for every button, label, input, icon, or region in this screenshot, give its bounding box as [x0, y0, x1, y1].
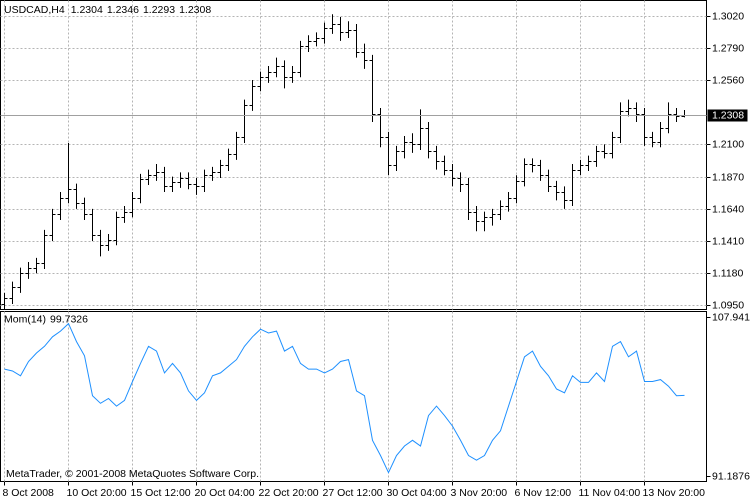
x-tick-label: 20 Oct 04:00	[195, 487, 255, 499]
x-tick-label: 22 Oct 20:00	[259, 487, 319, 499]
x-tick-label: 6 Nov 12:00	[515, 487, 572, 499]
y-tick-label: 1.2100	[712, 138, 744, 150]
title-high: 1.2346	[107, 4, 139, 16]
current-price-label: 1.2308	[712, 109, 744, 121]
x-tick-label: 30 Oct 04:00	[387, 487, 447, 499]
x-tick-label: 27 Oct 12:00	[323, 487, 383, 499]
x-tick-label: 10 Oct 20:00	[67, 487, 127, 499]
title-low: 1.2293	[143, 4, 175, 16]
y-tick-label: 91.1876	[712, 470, 750, 482]
x-tick-label: 15 Oct 12:00	[131, 487, 191, 499]
y-tick-label: 1.1410	[712, 235, 744, 247]
panel-frame	[0, 311, 707, 482]
indicator-name: Mom(14)	[4, 313, 46, 325]
current-price-box	[707, 109, 748, 122]
watermark: MetaTrader, © 2001-2008 MetaQuotes Softw…	[6, 468, 259, 480]
chart-title: USDCAD,H4 1.2304 1.2346 1.2293 1.2308	[4, 4, 211, 16]
y-tick-label: 1.2560	[712, 74, 744, 86]
indicator-title: Mom(14) 99.7326	[4, 313, 88, 325]
x-tick-label: 11 Nov 04:00	[579, 487, 641, 499]
x-tick-label: 13 Nov 20:00	[643, 487, 706, 499]
y-tick-label: 1.1640	[712, 203, 744, 215]
y-tick-label: 1.1180	[712, 267, 743, 279]
y-tick-label: 1.3020	[712, 10, 744, 22]
title-close: 1.2308	[179, 4, 211, 16]
y-tick-label: 1.2790	[712, 42, 744, 54]
title-symbol: USDCAD,H4	[4, 4, 65, 16]
panel-frame	[0, 0, 707, 310]
title-open: 1.2304	[71, 4, 103, 16]
y-tick-label: 1.1870	[712, 171, 744, 183]
indicator-value: 99.7326	[50, 313, 88, 325]
momentum-line	[4, 322, 685, 474]
x-tick-label: 8 Oct 2008	[3, 487, 55, 499]
y-tick-label: 107.941	[712, 311, 750, 323]
y-tick-label: 1.0950	[712, 299, 744, 311]
x-tick-label: 3 Nov 20:00	[451, 487, 508, 499]
